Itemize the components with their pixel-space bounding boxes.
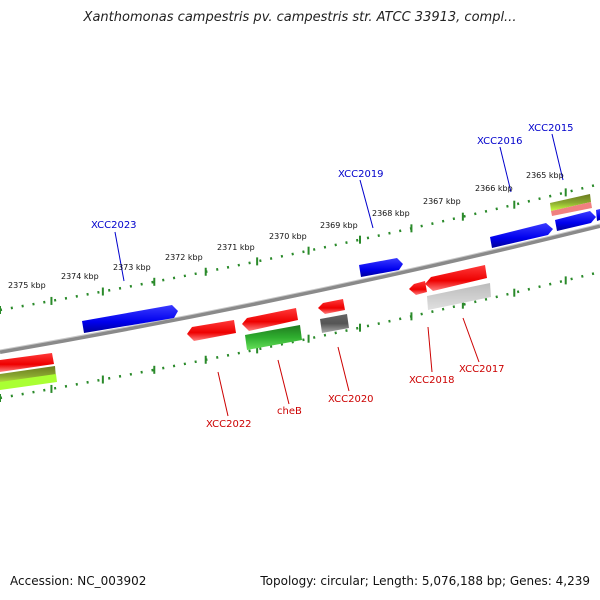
leader-cheB xyxy=(277,359,290,405)
gene-XCC2018[interactable] xyxy=(409,281,427,295)
leader-XCC2023 xyxy=(114,231,125,282)
gene-XCC2015[interactable] xyxy=(555,211,596,231)
forward-genes xyxy=(82,194,600,333)
map-title: Xanthomonas campestris pv. campestris st… xyxy=(83,10,517,25)
gene-forward-partial[interactable] xyxy=(596,209,600,221)
label-cheB[interactable]: cheB xyxy=(277,406,302,417)
tick-label-2365: 2365 kbp xyxy=(526,171,564,180)
gene-XCC2023[interactable] xyxy=(82,305,178,333)
feature-XCC2017-grey xyxy=(427,283,491,310)
tick-label-2371: 2371 kbp xyxy=(217,243,255,252)
gene-red-left-edge[interactable] xyxy=(0,353,54,372)
gene-XCC2022[interactable] xyxy=(187,320,236,341)
gene-XCC2017[interactable] xyxy=(425,265,487,291)
gene-XCC2019[interactable] xyxy=(359,258,403,277)
tick-label-2367: 2367 kbp xyxy=(423,197,461,206)
tick-label-2368: 2368 kbp xyxy=(372,209,410,218)
tick-label-2373: 2373 kbp xyxy=(113,263,151,272)
gene-XCC2020[interactable] xyxy=(318,299,345,314)
label-XCC2023[interactable]: XCC2023 xyxy=(91,220,137,231)
genome-backbone-highlight xyxy=(0,223,600,351)
label-XCC2020[interactable]: XCC2020 xyxy=(328,394,374,405)
gene-XCC2016[interactable] xyxy=(490,223,553,248)
tick-label-2374: 2374 kbp xyxy=(61,272,99,281)
feature-XCC2015-salmon xyxy=(551,202,592,216)
label-XCC2015[interactable]: XCC2015 xyxy=(528,123,574,134)
scale-labels: 2375 kbp 2374 kbp 2373 kbp 2372 kbp 2371… xyxy=(8,171,564,290)
leader-XCC2018 xyxy=(427,326,433,373)
accession-text: Accession: NC_003902 xyxy=(10,574,147,588)
leader-XCC2016 xyxy=(499,146,512,193)
leader-XCC2017 xyxy=(462,317,480,363)
leader-XCC2022 xyxy=(217,371,229,417)
scale-ticks xyxy=(0,188,567,402)
label-XCC2019[interactable]: XCC2019 xyxy=(338,169,384,180)
feature-XCC2020-grey xyxy=(320,314,349,333)
gene-labels: XCC2023 XCC2019 XCC2016 XCC2015 XCC2022 … xyxy=(91,123,574,430)
leader-lines xyxy=(114,133,564,417)
reverse-genes xyxy=(0,265,491,390)
feature-left-lime xyxy=(0,374,57,390)
label-XCC2017[interactable]: XCC2017 xyxy=(459,364,505,375)
leader-XCC2015 xyxy=(551,133,564,181)
tick-label-2366: 2366 kbp xyxy=(475,184,513,193)
label-XCC2022[interactable]: XCC2022 xyxy=(206,419,252,430)
leader-XCC2020 xyxy=(337,346,350,392)
feature-cheB-green xyxy=(245,325,302,350)
feature-XCC2015-olive xyxy=(550,194,591,211)
label-XCC2018[interactable]: XCC2018 xyxy=(409,375,455,386)
leader-XCC2019 xyxy=(359,179,374,229)
genome-backbone xyxy=(0,224,600,354)
tick-label-2375: 2375 kbp xyxy=(8,281,46,290)
genome-summary: Topology: circular; Length: 5,076,188 bp… xyxy=(260,574,590,588)
tick-label-2372: 2372 kbp xyxy=(165,253,203,262)
tick-label-2370: 2370 kbp xyxy=(269,232,307,241)
label-XCC2016[interactable]: XCC2016 xyxy=(477,136,523,147)
gene-cheB[interactable] xyxy=(242,308,298,331)
tick-label-2369: 2369 kbp xyxy=(320,221,358,230)
